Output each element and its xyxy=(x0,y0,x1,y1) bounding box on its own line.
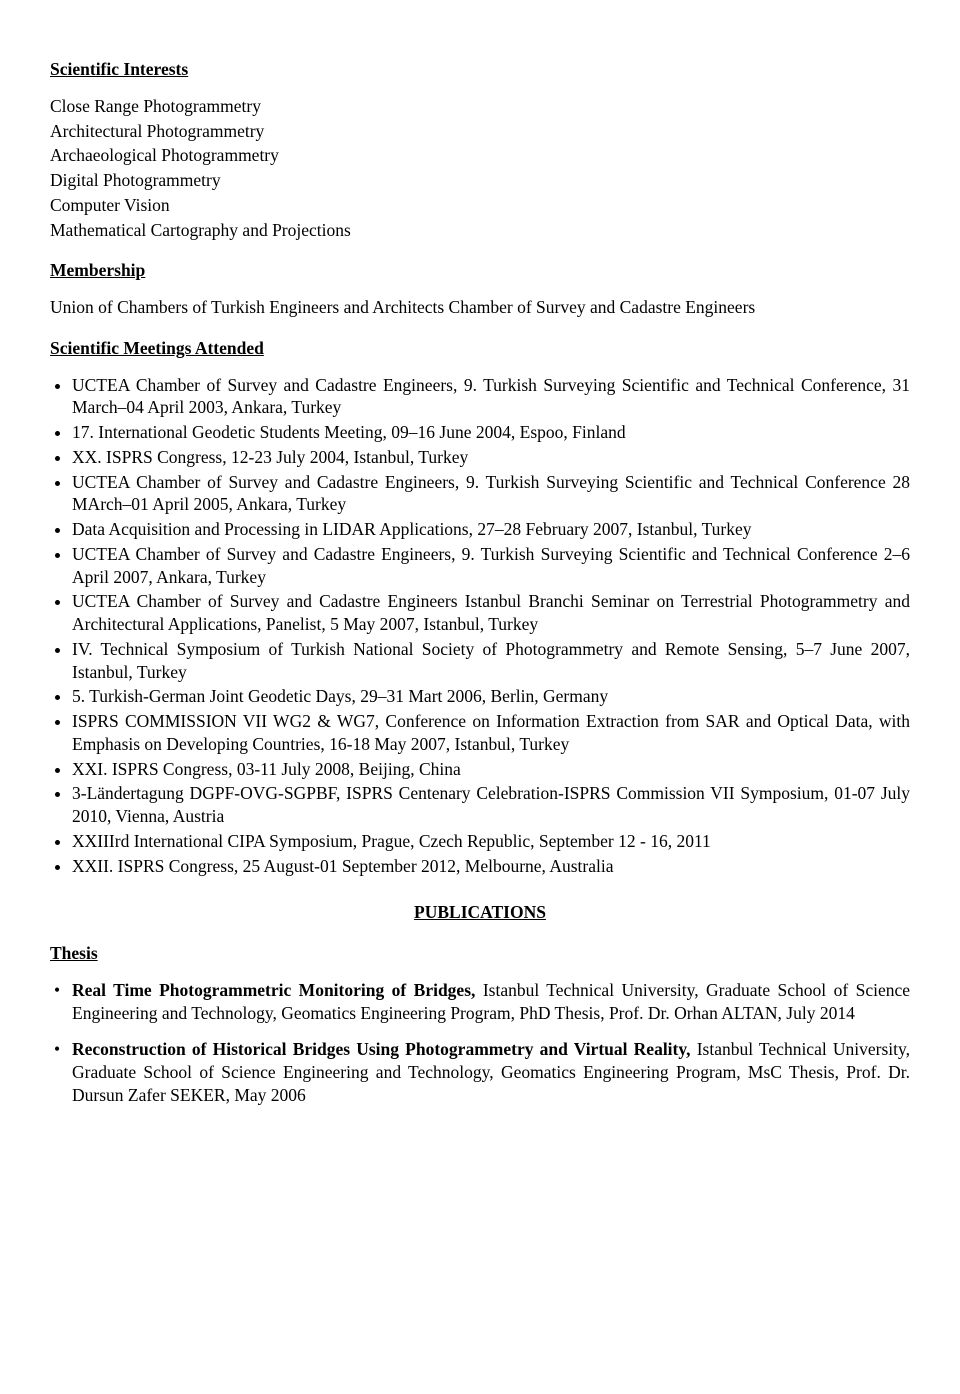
thesis-title: Real Time Photogrammetric Monitoring of … xyxy=(72,980,483,1000)
list-item: UCTEA Chamber of Survey and Cadastre Eng… xyxy=(72,543,910,589)
list-item: Computer Vision xyxy=(50,194,910,217)
list-item: Architectural Photogrammetry xyxy=(50,120,910,143)
scientific-interests-list: Close Range Photogrammetry Architectural… xyxy=(50,95,910,242)
list-item: UCTEA Chamber of Survey and Cadastre Eng… xyxy=(72,590,910,636)
heading-membership: Membership xyxy=(50,259,910,282)
heading-meetings: Scientific Meetings Attended xyxy=(50,337,910,360)
list-item: 5. Turkish-German Joint Geodetic Days, 2… xyxy=(72,685,910,708)
thesis-entry: Reconstruction of Historical Bridges Usi… xyxy=(50,1038,910,1106)
list-item: Mathematical Cartography and Projections xyxy=(50,219,910,242)
list-item: 17. International Geodetic Students Meet… xyxy=(72,421,910,444)
list-item: UCTEA Chamber of Survey and Cadastre Eng… xyxy=(72,471,910,517)
meetings-list: UCTEA Chamber of Survey and Cadastre Eng… xyxy=(50,374,910,878)
heading-publications: PUBLICATIONS xyxy=(50,901,910,924)
list-item: ISPRS COMMISSION VII WG2 & WG7, Conferen… xyxy=(72,710,910,756)
list-item: XXIIIrd International CIPA Symposium, Pr… xyxy=(72,830,910,853)
list-item: Data Acquisition and Processing in LIDAR… xyxy=(72,518,910,541)
list-item: XXI. ISPRS Congress, 03-11 July 2008, Be… xyxy=(72,758,910,781)
list-item: XX. ISPRS Congress, 12-23 July 2004, Ist… xyxy=(72,446,910,469)
list-item: Close Range Photogrammetry xyxy=(50,95,910,118)
heading-thesis: Thesis xyxy=(50,942,910,965)
thesis-entry: Real Time Photogrammetric Monitoring of … xyxy=(50,979,910,1025)
list-item: UCTEA Chamber of Survey and Cadastre Eng… xyxy=(72,374,910,420)
list-item: Digital Photogrammetry xyxy=(50,169,910,192)
thesis-title: Reconstruction of Historical Bridges Usi… xyxy=(72,1039,697,1059)
list-item: IV. Technical Symposium of Turkish Natio… xyxy=(72,638,910,684)
membership-text: Union of Chambers of Turkish Engineers a… xyxy=(50,296,910,319)
list-item: 3-Ländertagung DGPF-OVG-SGPBF, ISPRS Cen… xyxy=(72,782,910,828)
list-item: Archaeological Photogrammetry xyxy=(50,144,910,167)
list-item: XXII. ISPRS Congress, 25 August-01 Septe… xyxy=(72,855,910,878)
heading-scientific-interests: Scientific Interests xyxy=(50,58,910,81)
